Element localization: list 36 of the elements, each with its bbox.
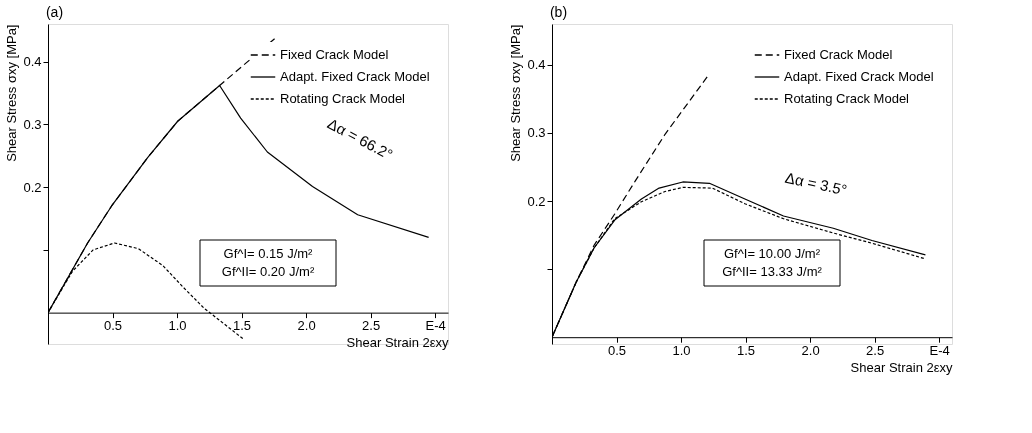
x-axis-title: Shear Strain 2εxy <box>850 359 953 375</box>
chart-title: (b) <box>549 4 568 20</box>
y-tick-label: 0.3 <box>23 116 42 132</box>
legend-label: Rotating Crack Model <box>280 91 406 106</box>
legend-label: Adapt. Fixed Crack Model <box>280 69 430 84</box>
annotation: Gf^II= 13.33 J/m² <box>722 264 823 279</box>
legend-label: Adapt. Fixed Crack Model <box>784 69 934 84</box>
x-tick-label: 1.0 <box>168 318 187 334</box>
chart-title: (a) <box>45 4 64 20</box>
y-tick-label: 0.4 <box>23 54 42 70</box>
x-tick-label: 2.5 <box>362 318 381 334</box>
legend-label: Rotating Crack Model <box>784 91 910 106</box>
legend-label: Fixed Crack Model <box>280 47 389 62</box>
annotation: Gf^I= 10.00 J/m² <box>723 246 821 261</box>
y-axis-title: Shear Stress σxy [MPa] <box>508 24 524 162</box>
x-tick-label: 0.5 <box>103 318 123 334</box>
legend-label: Fixed Crack Model <box>784 47 893 62</box>
annotation: Gf^II= 0.20 J/m² <box>221 264 315 279</box>
x-tick-label: 2.5 <box>866 342 885 358</box>
x-tick-label: 2.0 <box>801 342 820 358</box>
y-tick-label: 0.3 <box>527 125 546 141</box>
x-tick-label: E-4 <box>425 318 446 334</box>
annotation: Δα = 66.2° <box>324 114 396 163</box>
x-tick-label: 0.5 <box>607 342 627 358</box>
x-tick-label: 2.0 <box>297 318 316 334</box>
y-tick-label: 0.4 <box>527 57 546 73</box>
y-tick-label: 0.2 <box>527 193 546 209</box>
x-tick-label: E-4 <box>929 342 950 358</box>
y-axis-title: Shear Stress σxy [MPa] <box>4 24 20 162</box>
x-tick-label: 1.5 <box>737 342 756 358</box>
annotation: Δα = 3.5° <box>783 168 849 199</box>
x-tick-label: 1.5 <box>233 318 252 334</box>
x-axis-title: Shear Strain 2εxy <box>346 335 449 351</box>
annotation: Gf^I= 0.15 J/m² <box>223 246 314 261</box>
x-tick-label: 1.0 <box>672 342 691 358</box>
y-tick-label: 0.2 <box>23 179 42 195</box>
